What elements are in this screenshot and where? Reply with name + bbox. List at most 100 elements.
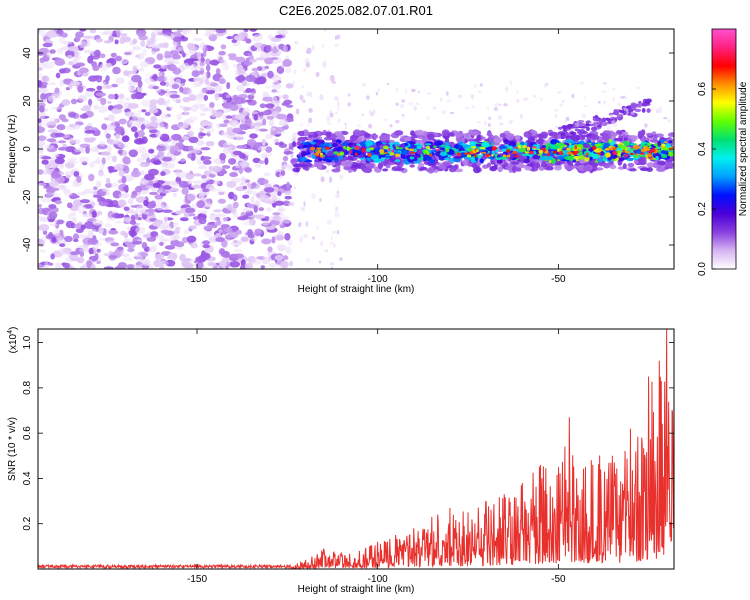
spectrogram-cell [508, 119, 513, 125]
spectrogram-cell [360, 113, 365, 117]
spectrogram-cell [524, 166, 533, 171]
spectrogram-cell [617, 144, 624, 148]
spectrogram-cell [135, 226, 146, 235]
spectrogram-cell [191, 184, 202, 189]
spectrogram-cell [204, 170, 210, 177]
spectrogram-cell [152, 221, 162, 227]
spectrogram-cell [200, 147, 211, 151]
spectrogram-cell [72, 123, 81, 130]
spectrogram-cell [272, 46, 278, 54]
spectrogram-cell [606, 125, 611, 131]
spectrogram-cell [214, 85, 223, 93]
spectrogram-cell [144, 208, 156, 213]
spectrogram-cell [157, 141, 168, 147]
spectrogram-cell [564, 156, 572, 160]
spectrogram-cell [491, 146, 498, 151]
spectrogram-cell [92, 64, 100, 72]
spectrogram-cell [243, 214, 249, 219]
spectrogram-cell [38, 135, 47, 141]
spectrogram-cell [113, 140, 123, 145]
spectrogram-cell [336, 229, 340, 235]
spectrogram-cell [59, 243, 66, 248]
spectrogram-cell [198, 91, 205, 98]
spectrogram-cell [272, 212, 281, 216]
spectrogram-cell [290, 153, 294, 159]
spectrogram-cell [316, 225, 320, 230]
spectrogram-cell [175, 78, 182, 84]
spectrogram-cell [289, 260, 293, 267]
spectrogram-cell [153, 259, 161, 268]
spectrogram-cell [583, 143, 591, 149]
spectrogram-cell [80, 224, 86, 230]
spectrogram-cell [333, 243, 336, 249]
spectrogram-cell [363, 133, 371, 139]
spectrogram-cell [573, 155, 580, 160]
spectrogram-cell [473, 151, 477, 154]
spectrogram-cell [96, 156, 101, 165]
spectrogram-cell [425, 155, 432, 161]
spectrogram-cell [250, 111, 259, 115]
spectrogram-cell [265, 44, 272, 53]
spectrogram-cell [127, 198, 134, 205]
spectrogram-cell [305, 258, 311, 263]
spectrogram-cell [300, 206, 306, 212]
spectrogram-cell [383, 145, 389, 150]
spectrogram-cell [317, 164, 322, 170]
spectrogram-cell [251, 67, 259, 72]
spectrogram-cell [215, 29, 227, 34]
spectrogram-cell [219, 123, 228, 128]
spectrogram-cell [139, 180, 146, 186]
spectrogram-cell [186, 235, 197, 243]
spectrogram-cell [424, 143, 432, 146]
spectrogram-cell [67, 84, 73, 89]
spectrogram-cell [123, 232, 129, 239]
spectrogram-cell [293, 69, 297, 75]
spectrogram-cell [646, 146, 649, 151]
spectrogram-cell [76, 175, 82, 183]
spectrogram-cell [226, 36, 233, 40]
spectrogram-cell [214, 92, 219, 101]
spectrogram-cell [499, 132, 507, 138]
spectrogram-cell [523, 97, 528, 101]
spectrogram-cell [164, 50, 171, 58]
spectrogram-cell [114, 265, 125, 269]
spectrogram-cell [117, 149, 123, 155]
spectrogram-cell [264, 157, 269, 166]
spectrogram-cell [243, 29, 249, 33]
spectrogram-cell [261, 111, 271, 116]
spectrogram-cell [41, 156, 52, 160]
spectrogram-cell [56, 47, 64, 54]
spectrogram-cell [158, 68, 167, 72]
spectrogram-cell [61, 32, 68, 38]
spectrogram-cell [164, 104, 169, 108]
spectrogram-cell [204, 202, 213, 208]
spectrogram-cell [245, 88, 253, 93]
spectrogram-cell [173, 187, 180, 191]
spectrogram-cell [38, 62, 46, 66]
spectrogram-cell [442, 162, 451, 167]
spectrogram-cell [282, 200, 290, 206]
spectrogram-cell [594, 143, 602, 147]
spectrogram-cell [229, 104, 239, 111]
spectrogram-cell [55, 262, 62, 269]
spectrogram-cell [200, 156, 212, 160]
spectrogram-cell [118, 169, 125, 177]
spectrogram-cell [38, 169, 44, 175]
spectrogram-cell [227, 203, 233, 211]
spectrogram-cell [337, 118, 342, 123]
spectrogram-cell [179, 253, 187, 262]
spectrogram-cell [414, 129, 425, 136]
spectrogram-cell [195, 256, 206, 263]
spectrogram-cell [100, 151, 111, 156]
spectrogram-cell [432, 106, 437, 110]
spectrogram-cell [306, 91, 309, 97]
spectrogram-cell [267, 246, 273, 253]
spectrogram-cell [58, 140, 67, 144]
spectrogram-cell [40, 93, 47, 100]
spectrogram-cell [66, 202, 73, 209]
spectrogram-cell [380, 154, 386, 158]
spectrogram-cell [172, 252, 177, 261]
spectrogram-cell [297, 136, 307, 142]
spectrogram-cell [577, 147, 582, 150]
spectrogram-cell [165, 99, 171, 105]
